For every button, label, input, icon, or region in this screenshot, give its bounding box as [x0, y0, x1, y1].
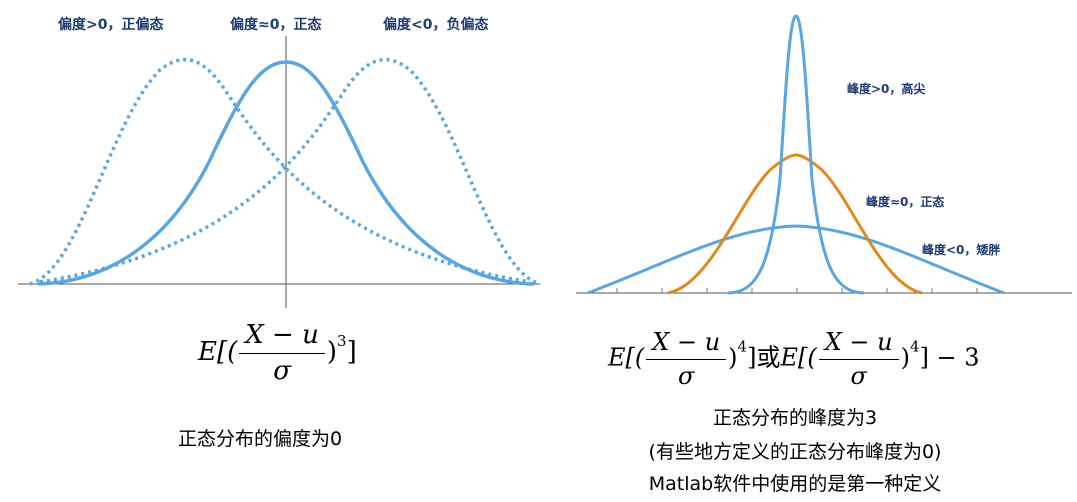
- kurt-formula-lhs-2: E[(: [780, 343, 817, 372]
- positive-skew-label: 偏度>0，正偏态: [58, 17, 164, 33]
- normal-curve: [37, 60, 535, 286]
- skewness-chart: [18, 36, 541, 308]
- kurt-formula-lhs-1: E[(: [608, 343, 645, 372]
- skewness-formula: E[(X − u σ)3]: [198, 320, 357, 386]
- kurtosis-caption-line-3: Matlab软件中使用的是第一种定义: [648, 473, 942, 495]
- negative-skew-label: 偏度<0，负偏态: [383, 17, 489, 33]
- skew-formula-lhs: E[(: [198, 337, 238, 367]
- skewness-panel: 偏度>0，正偏态 偏度≈0，正态 偏度<0，负偏态 E[(X − u σ)3] 正…: [18, 17, 541, 450]
- kurt-formula-close-2: ] − 3: [919, 343, 980, 372]
- kurt-formula-numerator-2: X − u: [818, 328, 899, 360]
- kurtosis-caption-line-1: 正态分布的峰度为3: [712, 407, 878, 429]
- kurtosis-panel: 峰度>0，高尖 峰度≈0，正态 峰度<0，矮胖 E[(X − u σ)4]或E[(…: [560, 0, 1077, 502]
- skewness-caption: 正态分布的偏度为0: [178, 428, 343, 450]
- kurt-formula-close-1: ]: [747, 343, 757, 372]
- high-kurtosis-label: 峰度>0，高尖: [847, 82, 926, 96]
- kurt-axis-ticks: [616, 288, 978, 293]
- low-kurtosis-label: 峰度<0，矮胖: [922, 243, 1001, 257]
- kurtosis-formula: E[(X − u σ)4]或E[(X − u σ)4] − 3: [608, 328, 980, 390]
- kurt-formula-rhs-2: ): [900, 343, 911, 372]
- kurtosis-caption-line-2: (有些地方定义的正态分布峰度为0): [648, 441, 942, 463]
- kurt-formula-power-1: 4: [737, 337, 748, 356]
- normal-skew-label: 偏度≈0，正态: [230, 17, 322, 33]
- skew-formula-power: 3: [337, 332, 347, 350]
- high-kurtosis-curve: [727, 14, 865, 295]
- normal-kurtosis-label: 峰度≈0，正态: [866, 195, 945, 209]
- skew-formula-numerator: X − u: [239, 320, 325, 354]
- kurtosis-chart: [576, 14, 1072, 295]
- kurt-formula-connector: 或: [756, 343, 781, 372]
- kurt-formula-denominator-1: σ: [678, 362, 695, 390]
- skew-formula-close: ]: [346, 337, 357, 367]
- low-kurtosis-curve: [587, 224, 1005, 295]
- kurt-formula-rhs-1: ): [728, 343, 738, 372]
- skew-formula-rhs: ): [326, 337, 338, 367]
- skew-formula-denominator: σ: [273, 356, 291, 386]
- kurt-formula-numerator-1: X − u: [646, 328, 727, 360]
- negative-skew-curve: [39, 58, 541, 286]
- normal-kurtosis-curve: [667, 153, 923, 295]
- positive-skew-curve: [29, 58, 531, 286]
- kurt-formula-denominator-2: σ: [850, 362, 867, 390]
- kurt-formula-power-2: 4: [910, 337, 920, 356]
